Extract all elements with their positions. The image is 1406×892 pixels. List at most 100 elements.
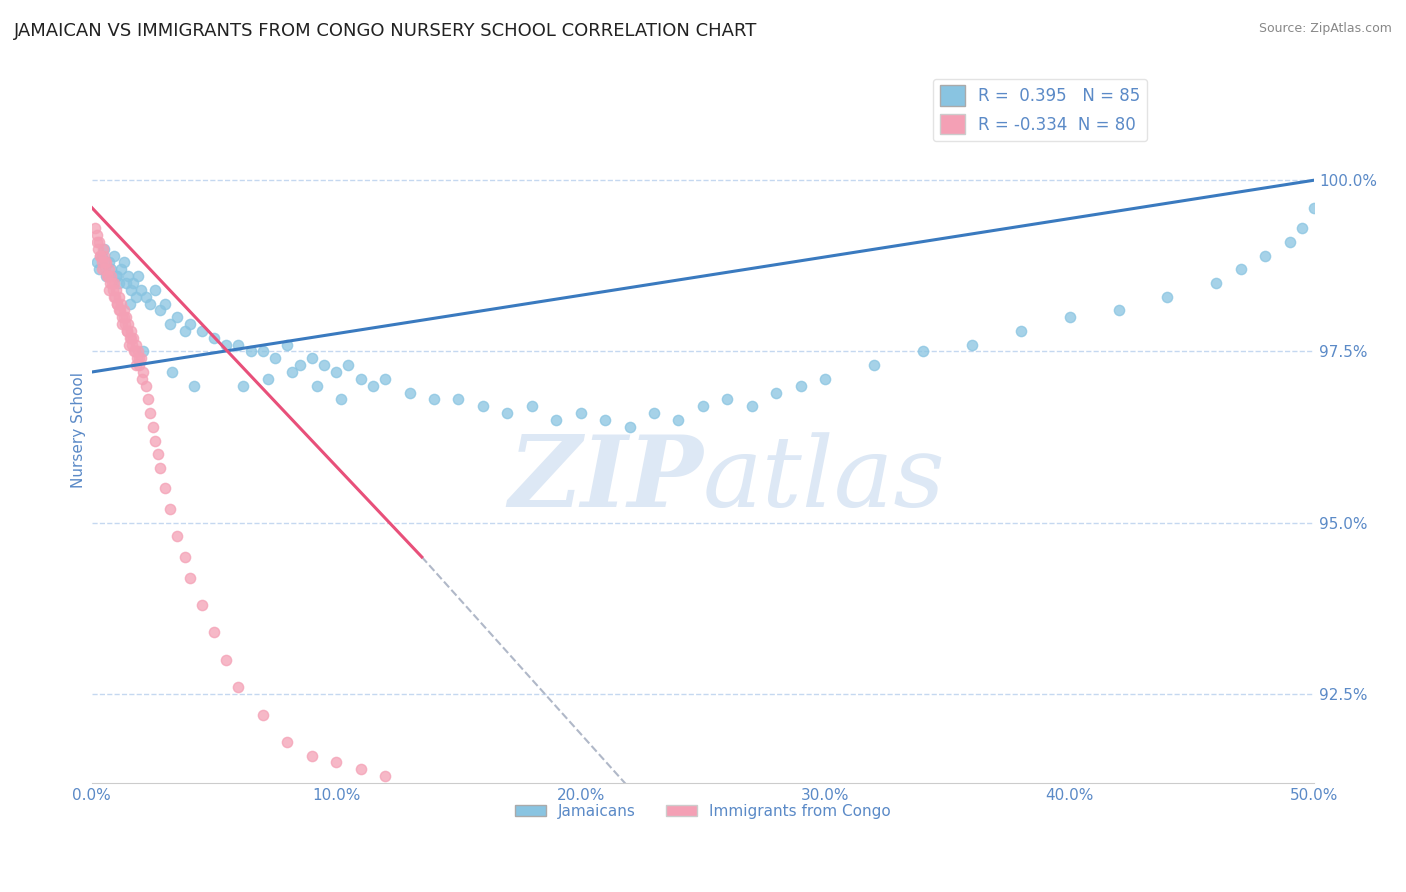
Point <box>790 378 813 392</box>
Point <box>374 769 396 783</box>
Point <box>101 283 124 297</box>
Point <box>149 303 172 318</box>
Point <box>125 337 148 351</box>
Point <box>105 269 128 284</box>
Point <box>104 290 127 304</box>
Point <box>112 303 135 318</box>
Point <box>159 317 181 331</box>
Point <box>121 337 143 351</box>
Point <box>86 255 108 269</box>
Point <box>863 358 886 372</box>
Point <box>252 707 274 722</box>
Point <box>337 358 360 372</box>
Point <box>716 392 738 407</box>
Point <box>98 276 121 290</box>
Point <box>107 296 129 310</box>
Point <box>423 392 446 407</box>
Point <box>447 392 470 407</box>
Point <box>97 269 120 284</box>
Point <box>692 399 714 413</box>
Point <box>191 598 214 612</box>
Point <box>1108 303 1130 318</box>
Point <box>153 296 176 310</box>
Point <box>115 324 138 338</box>
Point <box>643 406 665 420</box>
Point <box>162 365 184 379</box>
Point <box>1156 290 1178 304</box>
Point <box>84 221 107 235</box>
Point <box>1205 276 1227 290</box>
Point <box>668 413 690 427</box>
Point <box>239 344 262 359</box>
Point <box>814 372 837 386</box>
Point <box>330 392 353 407</box>
Point <box>911 344 934 359</box>
Point <box>1291 221 1313 235</box>
Point <box>124 344 146 359</box>
Point <box>97 255 120 269</box>
Point <box>93 242 115 256</box>
Point <box>1010 324 1032 338</box>
Point <box>103 248 125 262</box>
Point <box>94 262 117 277</box>
Point <box>120 331 142 345</box>
Point <box>153 482 176 496</box>
Point <box>183 378 205 392</box>
Point <box>127 269 149 284</box>
Text: Source: ZipAtlas.com: Source: ZipAtlas.com <box>1258 22 1392 36</box>
Point <box>143 283 166 297</box>
Point <box>110 262 132 277</box>
Point <box>90 248 112 262</box>
Point <box>288 358 311 372</box>
Point <box>228 337 250 351</box>
Point <box>112 310 135 325</box>
Point <box>122 344 145 359</box>
Legend: Jamaicans, Immigrants from Congo: Jamaicans, Immigrants from Congo <box>509 797 897 825</box>
Point <box>215 337 238 351</box>
Point <box>93 255 115 269</box>
Point <box>89 248 111 262</box>
Point <box>115 310 138 325</box>
Point <box>546 413 568 427</box>
Point <box>90 255 112 269</box>
Point <box>301 748 323 763</box>
Point <box>100 262 122 277</box>
Point <box>86 235 108 249</box>
Point <box>101 276 124 290</box>
Point <box>91 242 114 256</box>
Point <box>305 378 328 392</box>
Point <box>122 276 145 290</box>
Point <box>132 365 155 379</box>
Point <box>139 406 162 420</box>
Point <box>179 317 201 331</box>
Point <box>107 276 129 290</box>
Point <box>361 378 384 392</box>
Point <box>1229 262 1251 277</box>
Point <box>202 625 225 640</box>
Point <box>146 447 169 461</box>
Point <box>350 762 373 776</box>
Point <box>301 351 323 366</box>
Point <box>103 290 125 304</box>
Point <box>111 310 134 325</box>
Point <box>312 358 335 372</box>
Point <box>96 269 118 284</box>
Point <box>131 372 153 386</box>
Point <box>115 324 138 338</box>
Point <box>118 331 141 345</box>
Point <box>103 276 125 290</box>
Point <box>120 283 142 297</box>
Point <box>115 276 138 290</box>
Point <box>108 303 131 318</box>
Point <box>159 502 181 516</box>
Point <box>105 283 128 297</box>
Point <box>118 337 141 351</box>
Point <box>97 262 120 277</box>
Point <box>127 344 149 359</box>
Point <box>471 399 494 413</box>
Point <box>960 337 983 351</box>
Point <box>264 351 287 366</box>
Point <box>1303 201 1326 215</box>
Point <box>256 372 278 386</box>
Point <box>142 419 165 434</box>
